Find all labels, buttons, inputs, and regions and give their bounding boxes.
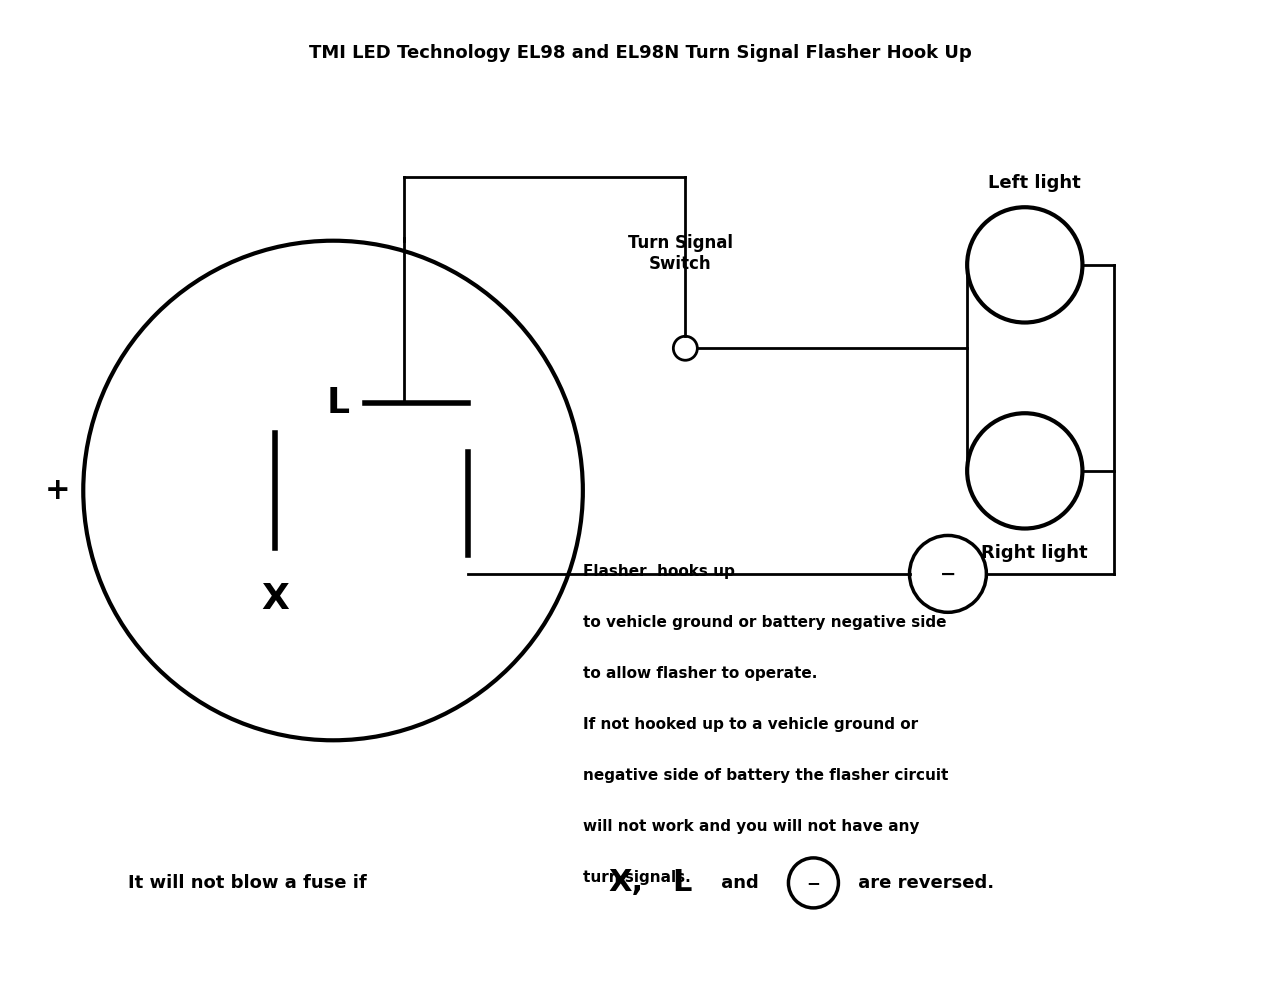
Text: −: − — [940, 564, 956, 584]
Text: X,: X, — [608, 868, 643, 898]
Text: +: + — [45, 476, 70, 505]
Text: L: L — [673, 868, 692, 898]
Text: L: L — [327, 387, 350, 420]
Text: negative side of battery the flasher circuit: negative side of battery the flasher cir… — [583, 768, 948, 783]
Text: Flasher  hooks up: Flasher hooks up — [583, 564, 735, 579]
Text: will not work and you will not have any: will not work and you will not have any — [583, 819, 920, 834]
Text: It will not blow a fuse if: It will not blow a fuse if — [128, 874, 373, 892]
Text: Turn Signal
Switch: Turn Signal Switch — [628, 234, 733, 274]
Text: Left light: Left light — [989, 175, 1081, 192]
Text: to allow flasher to operate.: to allow flasher to operate. — [583, 666, 817, 681]
Text: If not hooked up to a vehicle ground or: If not hooked up to a vehicle ground or — [583, 717, 918, 732]
Text: and: and — [715, 874, 765, 892]
Text: X: X — [261, 583, 290, 616]
Text: TMI LED Technology EL98 and EL98N Turn Signal Flasher Hook Up: TMI LED Technology EL98 and EL98N Turn S… — [309, 44, 972, 62]
Text: −: − — [807, 874, 820, 892]
Text: are reversed.: are reversed. — [852, 874, 994, 892]
Text: to vehicle ground or battery negative side: to vehicle ground or battery negative si… — [583, 615, 947, 630]
Text: turn signals.: turn signals. — [583, 870, 690, 885]
Text: Right light: Right light — [981, 543, 1088, 561]
Circle shape — [674, 336, 697, 360]
